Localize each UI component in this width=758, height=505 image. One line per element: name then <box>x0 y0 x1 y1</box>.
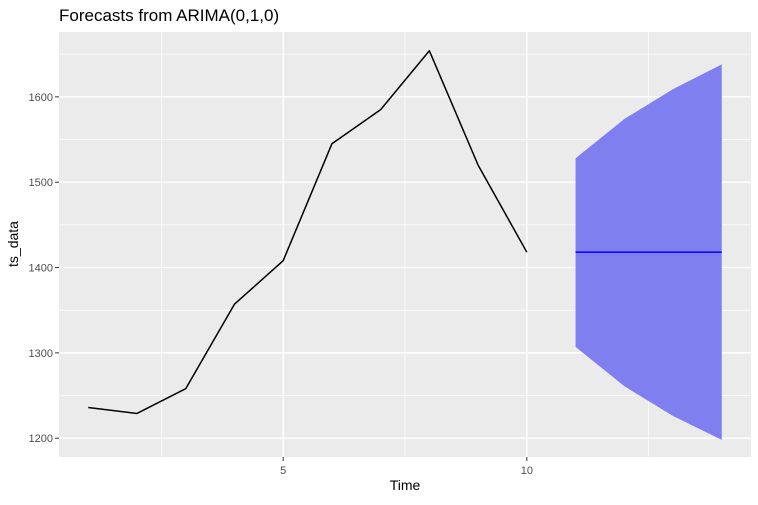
y-tick-label: 1200 <box>29 433 53 445</box>
x-tick-label: 5 <box>280 465 286 477</box>
x-axis: 5 10 <box>280 457 533 477</box>
y-tick-label: 1300 <box>29 348 53 360</box>
y-axis: 1200 1300 1400 1500 1600 <box>29 92 59 445</box>
x-axis-label: Time <box>390 477 421 493</box>
x-tick-label: 10 <box>521 465 533 477</box>
series-layer <box>88 50 722 415</box>
y-tick-label: 1600 <box>29 92 53 104</box>
chart-title: Forecasts from ARIMA(0,1,0) <box>59 6 279 25</box>
y-tick-label: 1400 <box>29 263 53 275</box>
y-axis-label: ts_data <box>5 221 21 267</box>
y-tick-label: 1500 <box>29 177 53 189</box>
observed-series-line <box>88 50 528 415</box>
